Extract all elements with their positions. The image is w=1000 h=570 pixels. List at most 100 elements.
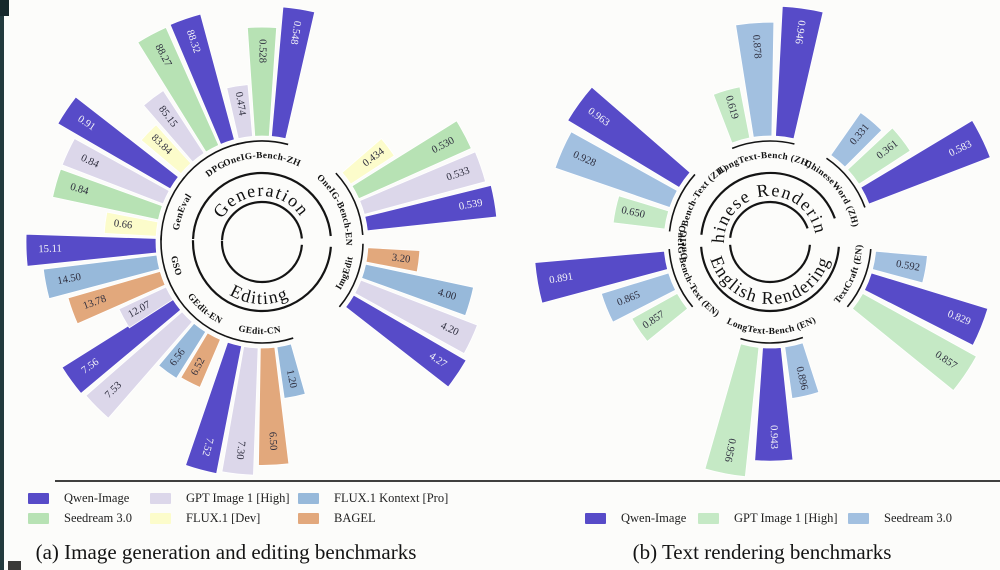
bar-OneIG-Bench-Text (ZH)-Seedream 3.0 <box>554 131 678 208</box>
benchmark-arc <box>335 172 364 236</box>
bar-OneIG-Bench-ZH-Qwen-Image <box>270 6 316 140</box>
bar-GenEval-Qwen-Image <box>57 96 179 190</box>
legend-swatch <box>150 493 171 504</box>
bar-value-label: 0.528 <box>257 39 268 63</box>
bar-ImgEdit-Qwen-Image <box>345 294 467 388</box>
legend-swatch <box>298 513 319 524</box>
bar-value-label: 15.11 <box>38 243 62 255</box>
bar-GEdit-EN-FLUX.1 Kontext [Pro] <box>158 322 207 379</box>
bar-value-label: 0.650 <box>620 205 646 221</box>
legend-label: FLUX.1 Kontext [Pro] <box>334 491 449 505</box>
benchmark-arc <box>338 243 364 308</box>
bar-OneIG-Bench-Text (EN)-Qwen-Image <box>534 250 669 304</box>
legend-swatch <box>585 513 606 524</box>
bar-value-label: 0.474 <box>233 91 248 117</box>
bar-OneIG-Bench-Text (ZH)-GPT Image 1 [High] <box>612 195 670 230</box>
screen-edge-artifact-corner <box>0 0 9 16</box>
legend-swatch <box>28 493 49 504</box>
bar-OneIG-Bench-Text (EN)-GPT Image 1 [High] <box>631 292 689 342</box>
section-arc-outer <box>191 171 332 240</box>
caption-b: (b) Text rendering benchmarks <box>632 540 892 564</box>
bar-value-label: 4.00 <box>436 287 457 303</box>
bar-GSO-FLUX.1 Kontext [Pro] <box>42 254 161 300</box>
legend-item-Qwen-Image: Qwen-Image <box>28 491 150 506</box>
legend-item-GPT Image 1 [High]: GPT Image 1 [High] <box>150 491 298 506</box>
legend-swatch <box>698 513 719 524</box>
bar-value-label: 0.891 <box>549 271 574 286</box>
legend-label: Seedream 3.0 <box>884 511 953 525</box>
bar-value-label: 0.946 <box>792 19 806 44</box>
bar-LongText-Bench (EN)-Seedream 3.0 <box>784 342 820 399</box>
legend-chart-b: Qwen-Image GPT Image 1 [High] Seedream 3.0 <box>585 511 1000 526</box>
legend-item-Seedream 3.0: Seedream 3.0 <box>848 511 1000 526</box>
bar-value-label: 0.956 <box>722 437 737 463</box>
bar-OneIG-Bench-ZH-Seedream 3.0 <box>246 26 278 137</box>
legend-label: GPT Image 1 [High] <box>734 511 838 525</box>
section-title: English Rendering <box>706 253 833 308</box>
bar-OneIG-Bench-EN-Seedream 3.0 <box>351 120 472 200</box>
bar-value-label: 7.52 <box>199 436 214 457</box>
legend-chart-a: Qwen-Image GPT Image 1 [High] FLUX.1 Konte… <box>28 491 488 526</box>
section-arc-inner <box>729 200 809 238</box>
benchmark-arc <box>740 336 804 344</box>
legend-item-FLUX.1 [Dev]: FLUX.1 [Dev] <box>150 511 298 526</box>
bar-GenEval-Seedream 3.0 <box>52 168 163 221</box>
legend-label: GPT Image 1 [High] <box>186 491 290 505</box>
legend-item-FLUX.1 Kontext [Pro]: FLUX.1 Kontext [Pro] <box>298 491 488 506</box>
bar-value-label: 0.539 <box>458 198 483 213</box>
bar-LongText-Bench (ZH)-GPT Image 1 [High] <box>712 86 751 144</box>
bar-GEdit-EN-BAGEL <box>180 332 221 388</box>
bar-OneIG-Bench-ZH-GPT Image 1 [High] <box>226 84 254 140</box>
bar-GEdit-CN-GPT Image 1 [High] <box>221 345 259 476</box>
caption-a: (a) Image generation and editing benchma… <box>35 540 417 564</box>
bar-value-label: 7.30 <box>234 440 247 460</box>
bar-value-label: 3.20 <box>391 252 411 265</box>
bar-OneIG-Bench-Text (EN)-Seedream 3.0 <box>600 272 677 323</box>
bar-OneIG-Bench-EN-GPT Image 1 [High] <box>359 151 487 215</box>
benchmark-label: GEdit-CN <box>237 324 282 337</box>
bar-value-label: 0.66 <box>113 218 133 231</box>
bar-ImgEdit-BAGEL <box>365 247 421 273</box>
bar-TextCraft (EN)-Seedream 3.0 <box>871 250 928 284</box>
benchmark-label: OneIG-Bench-EN <box>314 173 353 246</box>
bar-ImgEdit-GPT Image 1 [High] <box>354 279 478 355</box>
legend-item-Seedream 3.0: Seedream 3.0 <box>28 511 150 526</box>
benchmark-arc <box>846 248 872 308</box>
bar-GEdit-CN-Qwen-Image <box>185 341 243 475</box>
bar-DPG-Qwen-Image <box>169 13 235 145</box>
bar-OneIG-Bench-EN-FLUX.1 [Dev] <box>341 137 395 185</box>
section-arc-inner <box>728 244 812 284</box>
benchmark-arc <box>181 142 240 181</box>
bar-DPG-Seedream 3.0 <box>137 26 220 153</box>
bar-value-label: 0.548 <box>288 20 303 45</box>
bar-GEdit-EN-Qwen-Image <box>61 297 182 394</box>
bar-value-label: 0.896 <box>793 366 809 392</box>
benchmark-arc <box>160 234 180 301</box>
bar-value-label: 0.592 <box>895 259 920 274</box>
bar-GSO-Qwen-Image <box>25 233 158 267</box>
legend-swatch <box>848 513 869 524</box>
legend-label: Qwen-Image <box>64 491 130 505</box>
legend-swatch <box>150 513 171 524</box>
bar-ImgEdit-FLUX.1 Kontext [Pro] <box>361 263 474 317</box>
bar-GEdit-CN-BAGEL <box>258 346 290 466</box>
benchmark-arc <box>668 248 694 308</box>
screen-edge-artifact-nub <box>8 561 21 570</box>
screen-edge-artifact-left <box>0 0 4 570</box>
benchmark-arc <box>731 140 795 150</box>
bar-LongText-Bench (EN)-GPT Image 1 [High] <box>704 343 760 478</box>
bar-DPG-FLUX.1 [Dev] <box>140 124 192 175</box>
benchmark-arc <box>826 157 866 208</box>
bar-value-label: 0.943 <box>768 425 779 449</box>
bar-value-label: 0.878 <box>750 34 763 59</box>
legend-label: Seedream 3.0 <box>64 511 133 525</box>
section-title: Editing <box>227 280 291 308</box>
benchmark-arc <box>235 140 289 146</box>
section-title: Generation <box>209 180 314 222</box>
bar-value-label: 6.50 <box>266 432 278 451</box>
bar-ChineseWord (ZH)-GPT Image 1 [High] <box>846 127 911 185</box>
benchmark-label: GSO <box>168 255 183 277</box>
bar-GenEval-GPT Image 1 [High] <box>61 137 170 205</box>
